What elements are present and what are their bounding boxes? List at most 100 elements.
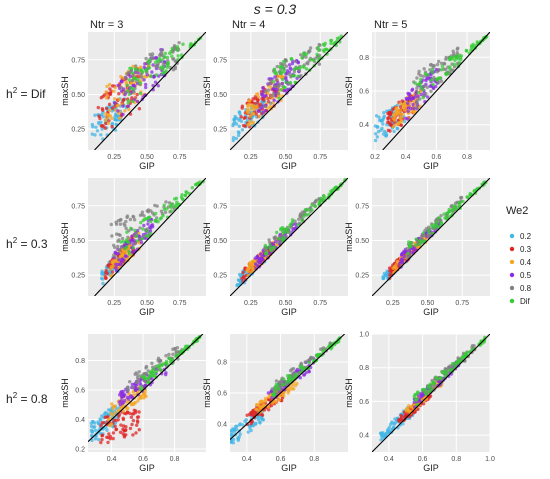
data-point [142,223,146,228]
data-point [276,91,281,96]
data-point [130,239,135,243]
identity-line [382,32,490,150]
x-tick-label: 0.6 [276,456,286,463]
data-point [444,67,448,72]
legend-swatch [509,298,515,304]
data-point [430,68,434,72]
data-point [169,209,173,213]
data-point [109,411,113,416]
data-point [154,369,158,374]
data-point [230,429,232,433]
data-point [99,120,103,125]
x-tick-label: 0.4 [107,456,117,463]
legend-item-0.5: 0.5 [509,271,532,280]
data-point [145,234,149,238]
data-point [302,51,306,55]
data-point [279,228,283,232]
data-point [262,404,266,408]
x-tick-label: 0.8 [451,456,461,463]
data-point [106,440,110,445]
data-point [142,374,146,379]
data-point [154,216,159,220]
data-point [122,222,126,226]
data-point [299,73,303,78]
data-point [416,90,421,95]
data-point [194,182,198,187]
data-point [406,106,411,110]
data-point [96,105,101,110]
data-point [162,203,166,207]
data-point [470,45,474,50]
data-point [126,235,130,239]
y-tick-label: 0.8 [359,365,369,372]
data-point [329,41,333,46]
identity-line [230,334,346,440]
data-point [453,201,458,205]
data-point [435,220,439,224]
data-point [383,273,388,278]
data-point [140,68,144,72]
y-tick-label: 0.50 [213,238,227,245]
x-tick-label: 0.8 [309,456,319,463]
data-point [421,95,425,100]
data-point [402,119,407,124]
data-point [271,399,275,403]
data-point [256,95,261,99]
data-point [246,269,250,273]
data-point [124,254,128,258]
data-point [429,386,433,391]
data-point [437,80,441,85]
data-point [105,435,109,439]
legend-item-0.3: 0.3 [509,245,532,254]
data-point [303,212,307,216]
data-point [412,394,416,399]
data-point [259,106,263,110]
data-point [149,219,153,224]
data-point [127,107,131,112]
data-point [132,90,136,94]
data-point [151,63,155,67]
data-point [391,125,396,129]
data-point [90,433,94,438]
data-point [104,106,109,111]
data-point [296,74,300,79]
data-point [98,116,102,121]
data-point [437,68,441,72]
data-point [183,193,188,197]
data-point [110,270,115,274]
data-point [335,36,340,41]
data-point [236,133,241,138]
figure-title: s = 0.3 [254,1,297,17]
data-point [161,213,165,218]
data-point [301,64,305,69]
data-point [458,55,463,60]
data-point [448,57,452,62]
data-point [108,434,113,439]
data-point [111,407,115,411]
data-point [163,55,167,59]
data-point [434,375,438,379]
data-point [159,53,163,57]
data-point [381,276,385,281]
data-point [450,362,455,366]
data-point [310,208,314,212]
data-point [407,404,411,408]
data-point [110,124,114,129]
data-point [100,437,104,442]
data-point [451,49,455,53]
panel-r2-c2: 0.4 0.6 0.8 1.0 0.4 0.6 0.8 1.0 GIP maxSH [344,332,495,474]
data-point [135,92,139,97]
data-point [154,55,158,60]
identity-line [372,178,490,296]
data-point [147,66,152,70]
data-point [425,77,429,81]
data-point [284,227,288,231]
data-point [373,124,378,128]
data-point [111,431,116,435]
data-point [161,62,165,66]
data-point [260,399,264,403]
data-point [438,76,442,80]
data-point [124,76,128,80]
data-point [164,359,169,364]
data-point [175,346,180,350]
